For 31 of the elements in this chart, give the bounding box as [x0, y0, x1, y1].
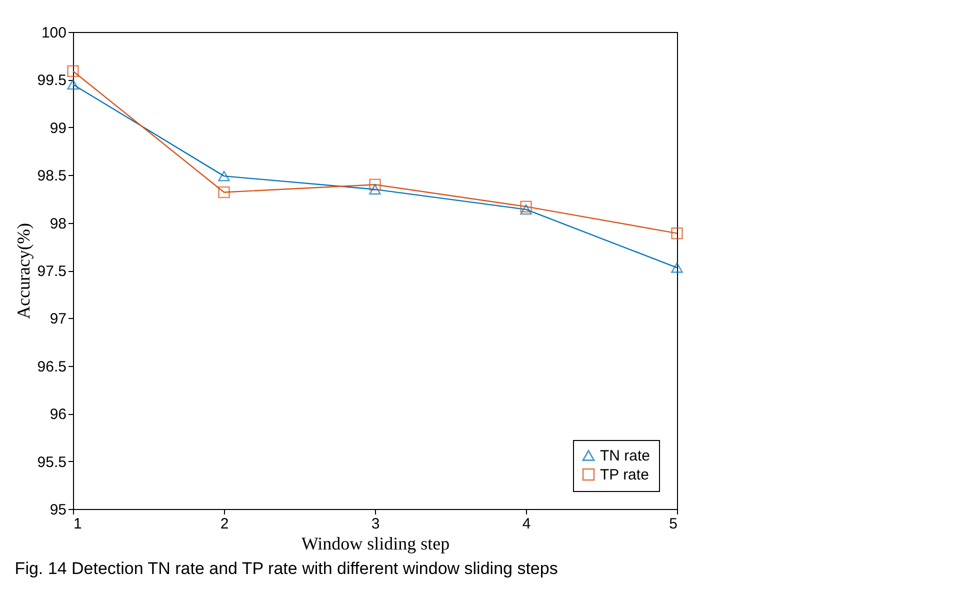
y-tick-label: 97.5 — [37, 263, 66, 280]
y-tick-label: 96.5 — [37, 358, 66, 376]
y-tick-label: 97 — [50, 310, 66, 328]
point — [218, 186, 230, 198]
caption: Fig. 14 Detection TN rate and TP rate with different window sliding steps — [14, 559, 558, 578]
y-tick-label: 96 — [50, 406, 66, 424]
x-tick-label: 3 — [371, 516, 380, 532]
y-tick-label: 98 — [50, 215, 66, 232]
legend-label: TN rate — [600, 448, 650, 464]
y-tick-label: 95 — [50, 502, 66, 518]
point — [671, 227, 683, 240]
x-tick-label: 2 — [220, 516, 229, 532]
point — [671, 262, 683, 273]
y-tick-label: 98.5 — [37, 168, 66, 185]
point — [369, 184, 381, 195]
point — [218, 170, 230, 182]
x-tick-label: 4 — [522, 516, 531, 532]
y-axis-title: Accuracy(%) — [13, 223, 34, 319]
x-tick-label: 5 — [669, 516, 678, 532]
legend-label: TP rate — [600, 466, 649, 484]
point — [520, 200, 532, 212]
point — [369, 178, 381, 191]
y-tick-label: 99.5 — [37, 72, 66, 90]
point — [67, 79, 79, 90]
x-tick-label: 1 — [74, 516, 82, 532]
y-tick-label: 99 — [50, 120, 66, 137]
x-axis-title: Window sliding step — [301, 534, 450, 554]
y-tick-label: 95.5 — [37, 454, 66, 471]
point — [67, 65, 79, 78]
y-tick-label: 100 — [41, 24, 66, 42]
point — [520, 204, 532, 215]
